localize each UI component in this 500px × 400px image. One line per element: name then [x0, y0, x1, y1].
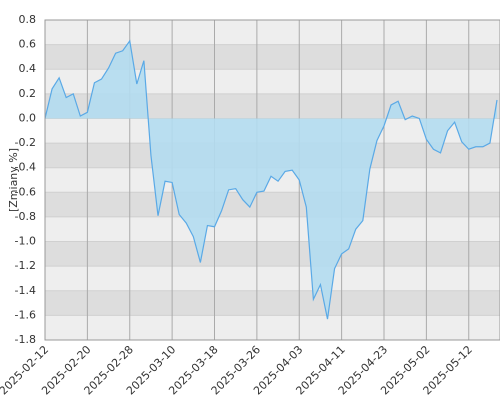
y-tick-label: -0.8	[15, 210, 36, 223]
y-tick-label: -1.8	[15, 333, 36, 346]
y-axis-label: [Zmiany %]	[7, 148, 20, 212]
y-tick-label: 0.6	[19, 38, 37, 51]
y-tick-label: -0.4	[15, 161, 36, 174]
plot-border	[44, 19, 500, 341]
band	[45, 290, 500, 316]
y-tick-label: 0.8	[19, 13, 37, 26]
y-tick-label: 0.0	[19, 111, 37, 124]
band	[45, 216, 500, 242]
y-tick-label: -0.2	[15, 136, 36, 149]
y-tick-label: 0.4	[19, 62, 37, 75]
y-tick-label: -1.0	[15, 235, 36, 248]
y-tick-label: -1.4	[15, 284, 36, 297]
y-tick-label: 0.2	[19, 87, 37, 100]
band	[45, 192, 500, 217]
line	[44, 39, 498, 320]
y-tick-label: -1.6	[15, 308, 36, 321]
y-tick-label: -1.2	[15, 259, 36, 272]
band	[45, 20, 500, 45]
y-tick-label: -0.6	[15, 185, 36, 198]
band	[45, 266, 500, 291]
band	[45, 241, 500, 267]
band	[45, 315, 500, 340]
